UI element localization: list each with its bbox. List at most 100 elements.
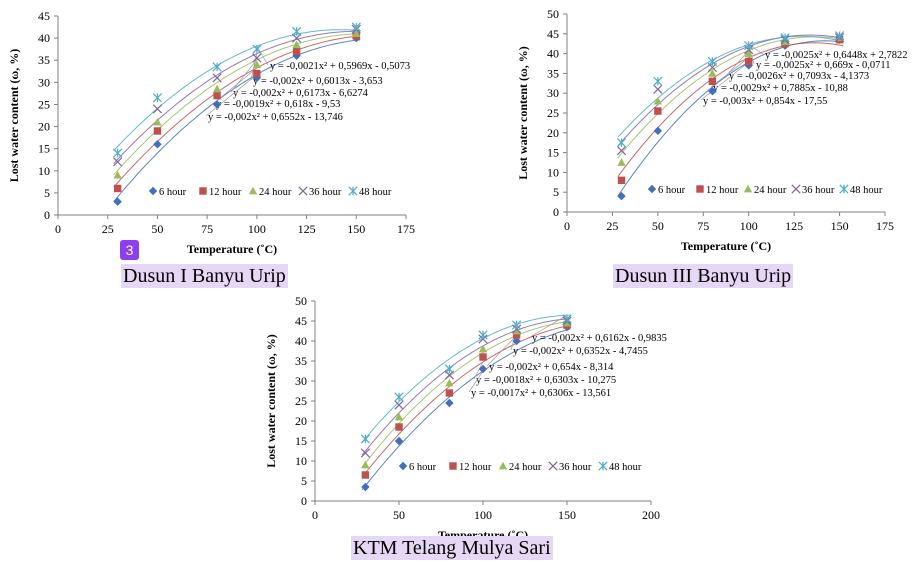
data-point	[252, 53, 262, 63]
legend-marker	[839, 184, 849, 194]
data-point	[153, 117, 162, 126]
legend-marker	[449, 462, 457, 470]
data-point	[360, 434, 371, 444]
data-point	[395, 423, 403, 431]
x-tick-label: 150	[558, 508, 576, 522]
data-point	[744, 41, 754, 51]
y-tick-label: 0	[553, 205, 559, 219]
trendline-equation: y = -0,003x² + 0,854x - 17,55	[703, 96, 827, 107]
data-point	[780, 33, 790, 43]
y-axis-title: Lost water content (ω, %)	[264, 334, 278, 468]
x-tick-label: 50	[393, 508, 405, 522]
data-point	[292, 40, 301, 49]
data-point	[445, 398, 454, 408]
y-tick-label: 30	[38, 75, 50, 89]
x-tick-label: 25	[606, 219, 618, 233]
legend-marker	[248, 186, 258, 195]
y-tick-label: 15	[295, 434, 307, 448]
equation-leader-line	[230, 59, 258, 93]
chart-caption: Dusun I Banyu Urip	[121, 264, 288, 288]
legend-marker	[598, 461, 608, 471]
legend-label: 6 hour	[159, 187, 187, 198]
trendline	[617, 35, 844, 138]
y-tick-label: 5	[301, 474, 307, 488]
data-point	[252, 44, 262, 54]
data-point	[212, 62, 222, 72]
data-point	[653, 76, 663, 86]
data-point	[834, 31, 845, 41]
data-point	[152, 93, 163, 103]
legend-label: 12 hour	[459, 462, 492, 473]
legend-marker	[348, 186, 358, 196]
data-point	[352, 29, 361, 38]
data-point	[479, 353, 487, 361]
data-point	[212, 100, 222, 109]
y-tick-label: 5	[553, 185, 559, 199]
x-tick-label: 200	[642, 508, 660, 522]
x-axis-title: Temperature (˚C)	[187, 242, 277, 256]
y-tick-label: 50	[295, 294, 307, 308]
legend-label: 24 hour	[754, 185, 787, 196]
data-point	[617, 176, 626, 185]
equation-leader-line	[710, 57, 749, 88]
data-point	[394, 436, 404, 446]
y-tick-label: 40	[38, 31, 50, 45]
data-point	[292, 26, 302, 37]
data-point	[744, 49, 753, 57]
data-point	[113, 171, 122, 179]
equation-leader-line	[213, 67, 258, 104]
data-point	[511, 320, 522, 330]
x-tick-label: 100	[248, 222, 266, 236]
legend-marker	[647, 184, 657, 194]
y-tick-label: 20	[547, 126, 559, 140]
legend-label: 6 hour	[409, 462, 437, 473]
legend-marker	[298, 186, 308, 196]
data-point	[745, 57, 753, 66]
data-point	[153, 127, 162, 135]
chart-panel-ktm: 0 5 10 15 20 25 30 35 40 45 50 0 50 100 150 200 Temperat…	[250, 290, 690, 562]
data-point	[444, 364, 455, 374]
data-point	[212, 84, 222, 93]
y-tick-label: 5	[44, 186, 50, 200]
y-tick-label: 10	[38, 164, 50, 178]
data-point	[113, 184, 122, 193]
data-point	[617, 191, 626, 201]
legend-label: 36 hour	[309, 187, 342, 198]
data-point	[478, 344, 488, 353]
data-point	[394, 412, 404, 421]
y-axis-title: Lost water content (ω, %)	[7, 49, 21, 183]
y-tick-label: 50	[547, 7, 559, 21]
data-point	[113, 197, 122, 206]
equation-leader-line	[726, 50, 749, 76]
equation-leader-line	[205, 74, 258, 117]
legend-marker	[743, 184, 753, 193]
legend-label: 48 hour	[609, 462, 642, 473]
data-point	[654, 107, 662, 115]
trendline-equation: y = -0,0025x² + 0,669x - 0,0711	[756, 60, 890, 71]
x-tick-label: 125	[785, 219, 803, 233]
legend-marker	[548, 461, 558, 471]
x-axis-title: Temperature (˚C)	[681, 239, 771, 253]
legend-label: 24 hour	[509, 462, 542, 473]
chart-dusun-1-svg: 0 5 10 15 20 25 30 35 40 45 0 25 50 75 100 125 150 175 Tem…	[7, 9, 415, 256]
data-point	[478, 330, 488, 340]
equation-leader-line	[748, 44, 764, 55]
data-point	[213, 91, 221, 100]
legend-label: 36 hour	[559, 462, 592, 473]
y-tick-label: 10	[295, 454, 307, 468]
data-point	[212, 73, 222, 83]
badge-number: 3	[120, 240, 139, 260]
data-point	[351, 22, 361, 32]
trendline	[361, 318, 571, 456]
x-tick-label: 75	[697, 219, 709, 233]
y-tick-label: 15	[547, 146, 559, 160]
trendline-equation: y = -0,002x² + 0,654x - 8,314	[489, 362, 614, 373]
y-tick-label: 25	[295, 394, 307, 408]
y-tick-label: 30	[295, 374, 307, 388]
data-point	[360, 448, 371, 458]
data-point	[707, 56, 717, 67]
data-point	[152, 104, 163, 114]
y-tick-label: 10	[547, 165, 559, 179]
data-point	[361, 471, 370, 479]
y-tick-label: 45	[38, 9, 50, 23]
